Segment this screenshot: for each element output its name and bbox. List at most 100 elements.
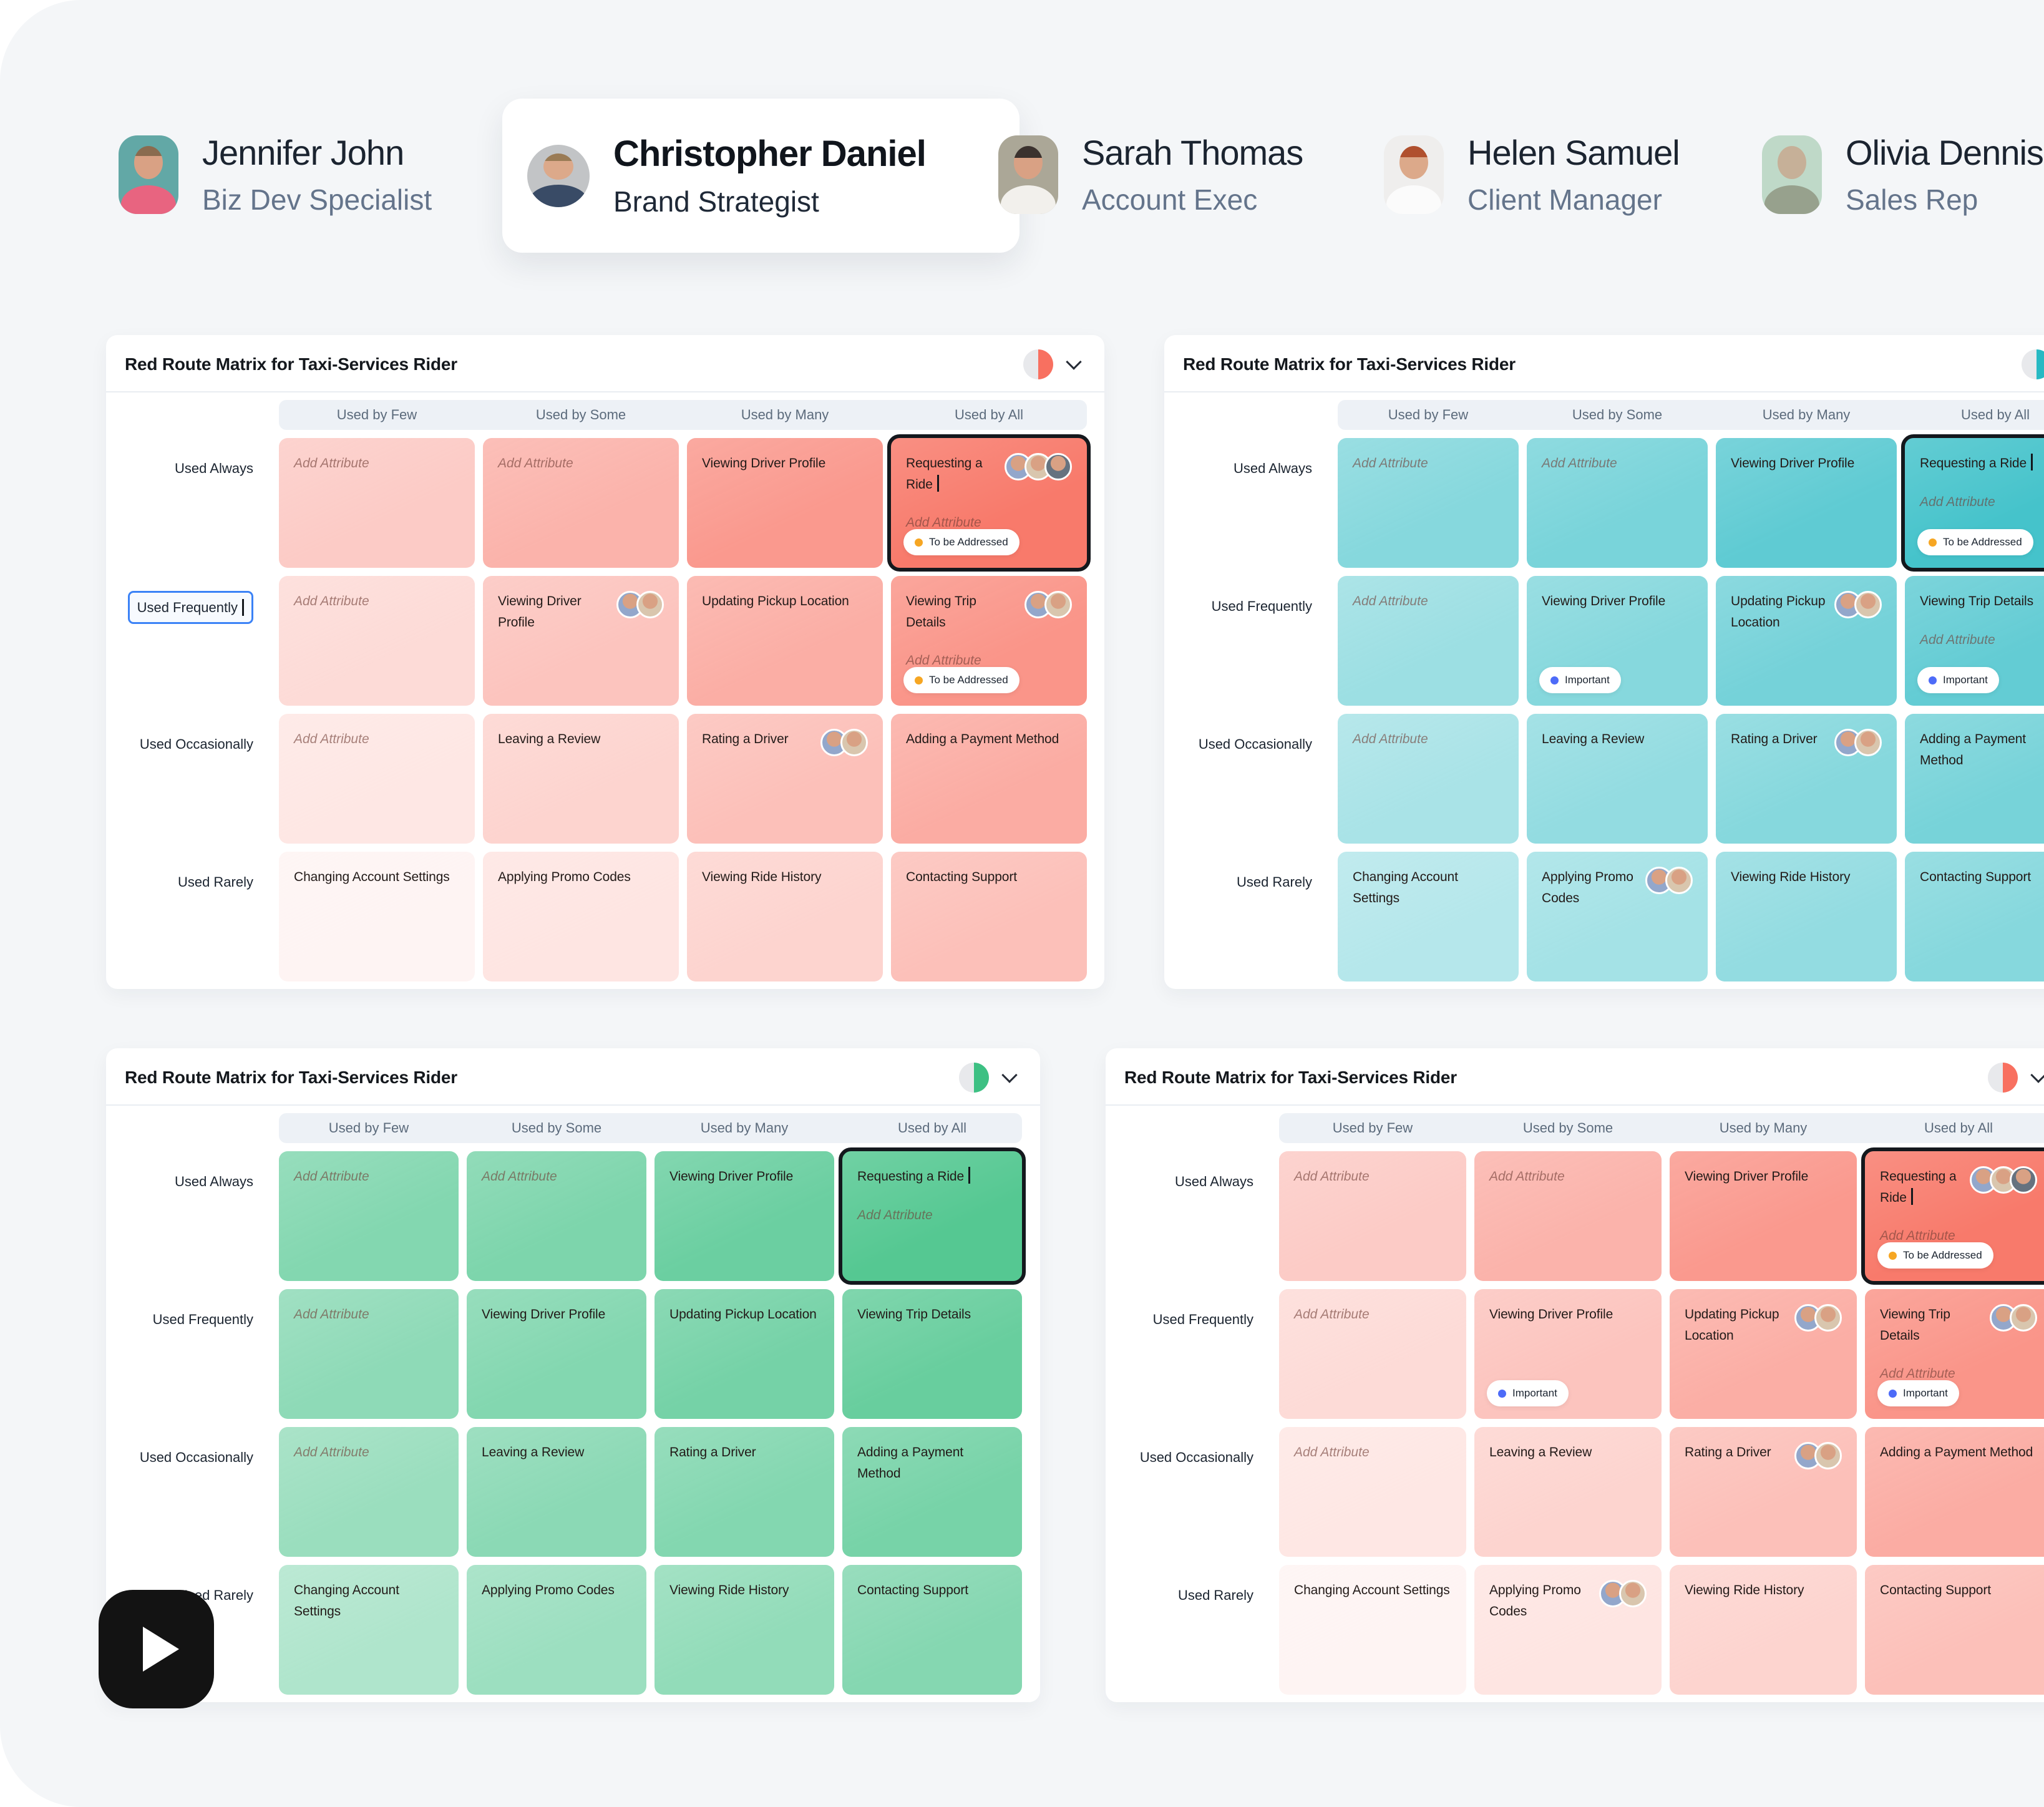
chevron-down-icon[interactable] xyxy=(2030,1067,2044,1083)
matrix-cell[interactable]: Rating a Driver xyxy=(1670,1427,1857,1557)
matrix-cell[interactable]: Viewing Ride History xyxy=(655,1565,834,1695)
matrix-cell[interactable]: Viewing Driver Profile xyxy=(483,576,679,706)
row-label[interactable]: Used Occasionally xyxy=(139,736,253,752)
row-label[interactable]: Used Frequently xyxy=(1211,598,1312,614)
matrix-cell[interactable]: Leaving a Review xyxy=(467,1427,646,1557)
matrix-cell[interactable]: Updating Pickup Location xyxy=(687,576,883,706)
add-attribute-placeholder[interactable]: Add Attribute xyxy=(906,515,981,530)
matrix-cell[interactable]: Updating Pickup Location xyxy=(655,1289,834,1419)
matrix-cell[interactable]: Leaving a Review xyxy=(1474,1427,1662,1557)
matrix-cell[interactable]: Add Attribute xyxy=(279,1427,459,1557)
status-badge[interactable]: Important xyxy=(1917,667,1999,693)
add-attribute-placeholder[interactable]: Add Attribute xyxy=(294,732,369,746)
add-attribute-placeholder[interactable]: Add Attribute xyxy=(498,456,573,470)
row-label[interactable]: Used Frequently xyxy=(125,576,271,706)
chevron-down-icon[interactable] xyxy=(1066,354,1082,370)
matrix-cell[interactable]: Applying Promo Codes xyxy=(1527,852,1708,981)
add-attribute-placeholder[interactable]: Add Attribute xyxy=(1353,594,1428,608)
status-badge[interactable]: Important xyxy=(1539,667,1621,693)
row-label[interactable]: Used Frequently xyxy=(1152,1312,1253,1327)
matrix-cell[interactable]: Adding a Payment Method xyxy=(842,1427,1022,1557)
matrix-cell[interactable]: Requesting a Ride Add Attribute To be Addr… xyxy=(1901,434,2044,572)
matrix-cell[interactable]: Viewing Trip Details Add Attribute Importa… xyxy=(1905,576,2044,706)
matrix-cell[interactable]: Add Attribute xyxy=(279,714,475,844)
matrix-cell[interactable]: Updating Pickup Location xyxy=(1670,1289,1857,1419)
row-label[interactable]: Used Always xyxy=(175,460,253,476)
status-badge[interactable]: To be Addressed xyxy=(903,529,1020,555)
row-label[interactable]: Used Always xyxy=(175,1174,253,1189)
color-split-icon[interactable] xyxy=(1988,1063,2018,1093)
matrix-cell[interactable]: Changing Account Settings xyxy=(1338,852,1519,981)
matrix-cell[interactable]: Contacting Support xyxy=(1865,1565,2044,1695)
person-card[interactable]: Sarah Thomas Account Exec xyxy=(998,132,1303,217)
add-attribute-placeholder[interactable]: Add Attribute xyxy=(1353,732,1428,746)
matrix-cell[interactable]: Leaving a Review xyxy=(483,714,679,844)
matrix-cell[interactable]: Viewing Driver Profile xyxy=(687,438,883,568)
person-card[interactable]: Olivia Dennis Sales Rep xyxy=(1762,132,2044,217)
add-attribute-placeholder[interactable]: Add Attribute xyxy=(294,1169,369,1184)
matrix-cell[interactable]: Rating a Driver xyxy=(1716,714,1897,844)
matrix-cell[interactable]: Changing Account Settings xyxy=(1279,1565,1466,1695)
matrix-cell[interactable]: Add Attribute xyxy=(279,1151,459,1281)
matrix-cell[interactable]: Viewing Ride History xyxy=(1670,1565,1857,1695)
matrix-cell[interactable]: Viewing Driver Profile xyxy=(1670,1151,1857,1281)
matrix-cell[interactable]: Viewing Driver Profile xyxy=(467,1289,646,1419)
person-card[interactable]: Helen Samuel Client Manager xyxy=(1384,132,1680,217)
matrix-cell[interactable]: Add Attribute xyxy=(1338,714,1519,844)
matrix-cell[interactable]: Requesting a Ride Add Attribute To be Addr… xyxy=(1861,1147,2044,1285)
matrix-cell[interactable]: Requesting a Ride Add Attribute xyxy=(839,1147,1026,1285)
row-label[interactable]: Used Rarely xyxy=(1236,874,1312,890)
matrix-cell[interactable]: Changing Account Settings xyxy=(279,852,475,981)
add-attribute-placeholder[interactable]: Add Attribute xyxy=(294,1445,369,1459)
add-attribute-placeholder[interactable]: Add Attribute xyxy=(1880,1229,1955,1244)
status-badge[interactable]: To be Addressed xyxy=(1877,1242,1993,1269)
row-label[interactable]: Used Always xyxy=(1175,1174,1253,1189)
matrix-cell[interactable]: Viewing Ride History xyxy=(1716,852,1897,981)
row-label[interactable]: Used Rarely xyxy=(177,874,253,890)
add-attribute-placeholder[interactable]: Add Attribute xyxy=(1920,494,1995,509)
matrix-cell[interactable]: Contacting Support xyxy=(842,1565,1022,1695)
add-attribute-placeholder[interactable]: Add Attribute xyxy=(857,1207,933,1222)
matrix-cell[interactable]: Add Attribute xyxy=(279,438,475,568)
row-label[interactable]: Used Occasionally xyxy=(139,1449,253,1465)
matrix-cell[interactable]: Add Attribute xyxy=(1279,1427,1466,1557)
matrix-cell[interactable]: Viewing Ride History xyxy=(687,852,883,981)
add-attribute-placeholder[interactable]: Add Attribute xyxy=(906,653,981,668)
add-attribute-placeholder[interactable]: Add Attribute xyxy=(482,1169,557,1184)
matrix-cell[interactable]: Add Attribute xyxy=(1338,438,1519,568)
add-attribute-placeholder[interactable]: Add Attribute xyxy=(1920,632,1995,647)
matrix-cell[interactable]: Adding a Payment Method xyxy=(891,714,1087,844)
add-attribute-placeholder[interactable]: Add Attribute xyxy=(1353,456,1428,470)
row-label[interactable]: Used Always xyxy=(1234,460,1312,476)
matrix-cell[interactable]: Add Attribute xyxy=(1279,1151,1466,1281)
matrix-cell[interactable]: Viewing Trip Details Add Attribute Importa… xyxy=(1865,1289,2044,1419)
color-split-icon[interactable] xyxy=(2022,349,2044,379)
color-split-icon[interactable] xyxy=(959,1063,989,1093)
matrix-cell[interactable]: Adding a Payment Method xyxy=(1905,714,2044,844)
status-badge[interactable]: Important xyxy=(1877,1380,1959,1406)
status-badge[interactable]: Important xyxy=(1487,1380,1569,1406)
status-badge[interactable]: To be Addressed xyxy=(1917,529,2033,555)
matrix-cell[interactable]: Viewing Driver Profile xyxy=(1716,438,1897,568)
status-badge[interactable]: To be Addressed xyxy=(903,667,1020,693)
row-label[interactable]: Used Rarely xyxy=(1177,1587,1253,1603)
row-label[interactable]: Used Occasionally xyxy=(1198,736,1312,752)
add-attribute-placeholder[interactable]: Add Attribute xyxy=(1294,1307,1370,1322)
add-attribute-placeholder[interactable]: Add Attribute xyxy=(294,456,369,470)
matrix-cell[interactable]: Viewing Trip Details xyxy=(842,1289,1022,1419)
color-split-icon[interactable] xyxy=(1023,349,1053,379)
add-attribute-placeholder[interactable]: Add Attribute xyxy=(294,594,369,608)
row-label[interactable]: Used Frequently xyxy=(152,1312,253,1327)
matrix-cell[interactable]: Viewing Trip Details Add Attribute To be A… xyxy=(891,576,1087,706)
matrix-cell[interactable]: Leaving a Review xyxy=(1527,714,1708,844)
matrix-cell[interactable]: Updating Pickup Location xyxy=(1716,576,1897,706)
matrix-cell[interactable]: Add Attribute xyxy=(1338,576,1519,706)
matrix-cell[interactable]: Applying Promo Codes xyxy=(467,1565,646,1695)
row-label-input[interactable]: Used Frequently xyxy=(127,591,253,624)
person-card[interactable]: Christopher Daniel Brand Strategist xyxy=(502,99,1020,253)
add-attribute-placeholder[interactable]: Add Attribute xyxy=(1294,1445,1370,1459)
play-button[interactable] xyxy=(99,1590,214,1708)
matrix-cell[interactable]: Add Attribute xyxy=(1527,438,1708,568)
matrix-cell[interactable]: Applying Promo Codes xyxy=(483,852,679,981)
matrix-cell[interactable]: Requesting a Ride Add Attribute To be Addr… xyxy=(887,434,1091,572)
